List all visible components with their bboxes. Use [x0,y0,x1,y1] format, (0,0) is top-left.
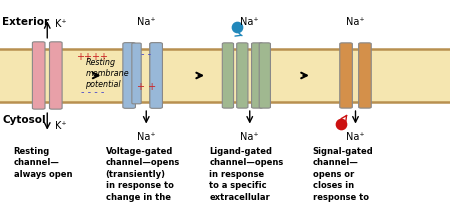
FancyBboxPatch shape [237,43,248,108]
Text: Na⁺: Na⁺ [240,132,259,142]
FancyBboxPatch shape [340,43,352,108]
Text: Ligand-gated
channel—opens
in response
to a specific
extracellular
signal: Ligand-gated channel—opens in response t… [209,147,284,204]
Text: K⁺: K⁺ [55,19,67,30]
Text: ++++: ++++ [76,52,108,62]
FancyBboxPatch shape [150,43,159,104]
FancyBboxPatch shape [32,42,45,109]
FancyBboxPatch shape [132,43,141,104]
Bar [0,49,450,102]
FancyBboxPatch shape [259,43,270,108]
Text: K⁺: K⁺ [55,121,67,132]
Text: + +: + + [137,82,156,92]
FancyBboxPatch shape [359,43,371,108]
Text: Resting
channel—
always open: Resting channel— always open [14,147,72,179]
Point [234,25,241,28]
Text: Signal-gated
channel—
opens or
closes in
response to
a specific
intracellular
mo: Signal-gated channel— opens or closes in… [313,147,374,204]
Text: - - - -: - - - - [81,87,104,97]
Text: Exterior: Exterior [2,17,50,28]
Text: Resting
membrane
potential: Resting membrane potential [86,58,129,89]
Point [338,123,345,126]
Text: Na⁺: Na⁺ [240,17,259,28]
FancyBboxPatch shape [222,43,234,108]
FancyBboxPatch shape [123,43,135,108]
FancyBboxPatch shape [252,43,263,108]
FancyBboxPatch shape [150,43,162,108]
Text: Na⁺: Na⁺ [346,132,365,142]
Text: Na⁺: Na⁺ [137,17,156,28]
Text: Na⁺: Na⁺ [137,132,156,142]
Text: Na⁺: Na⁺ [346,17,365,28]
Text: - -: - - [141,49,151,59]
Text: Cytosol: Cytosol [2,115,46,125]
FancyBboxPatch shape [50,42,62,109]
Text: Voltage-gated
channel—opens
(transiently)
in response to
change in the
membrane
: Voltage-gated channel—opens (transiently… [106,147,180,204]
